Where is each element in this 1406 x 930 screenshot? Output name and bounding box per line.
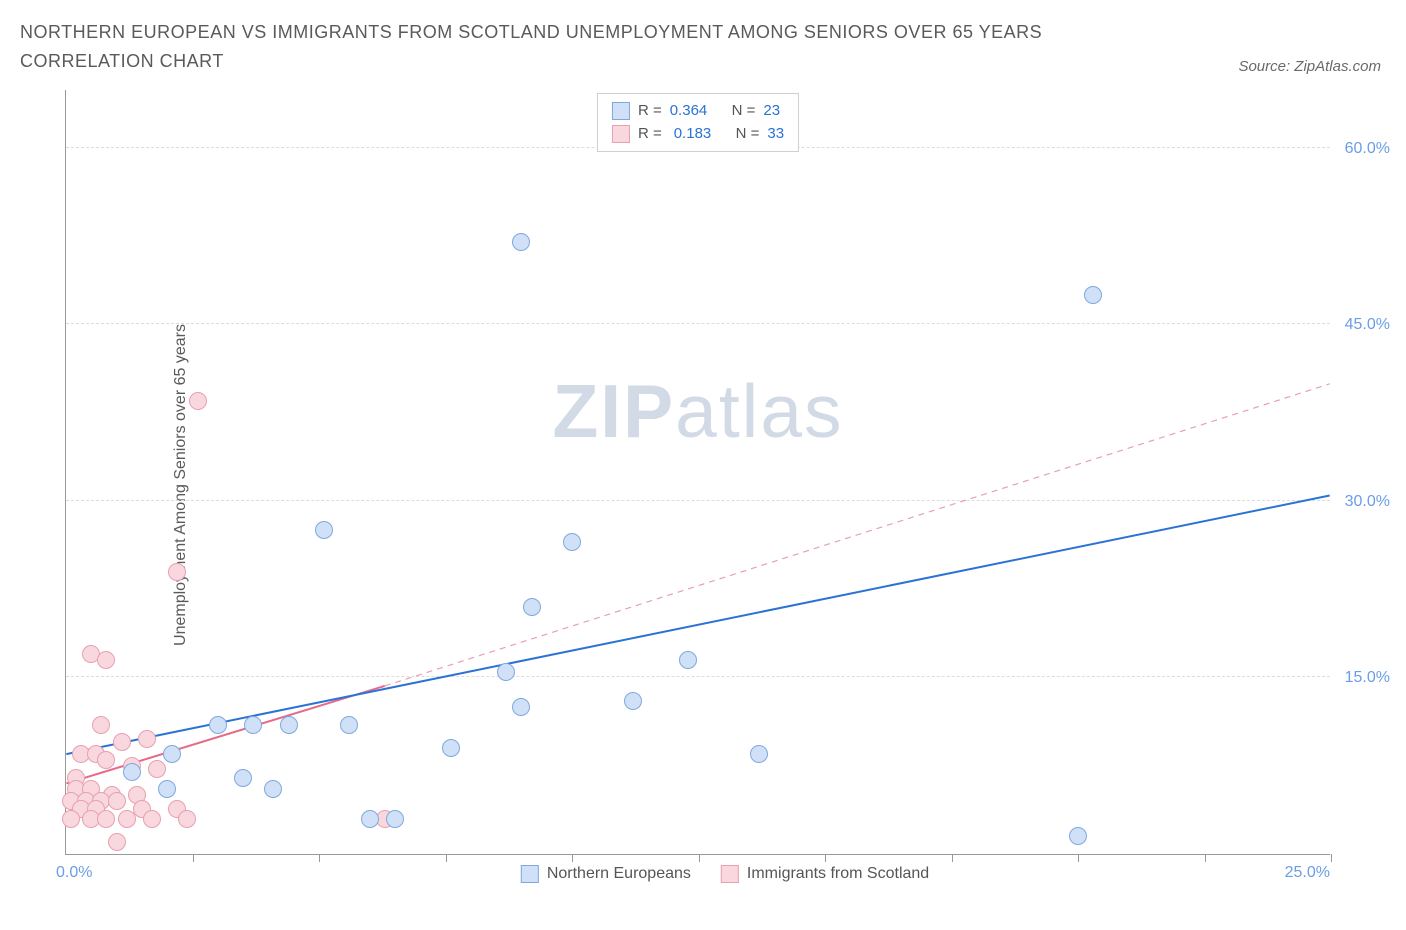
legend-item-scotland: Immigrants from Scotland — [721, 865, 929, 883]
legend-label: Northern Europeans — [547, 865, 691, 883]
x-tick — [699, 854, 700, 862]
point-northern — [209, 716, 227, 734]
point-scotland — [92, 716, 110, 734]
point-scotland — [108, 833, 126, 851]
x-tick — [1331, 854, 1332, 862]
point-northern — [679, 651, 697, 669]
point-northern — [361, 810, 379, 828]
legend-label: Immigrants from Scotland — [747, 865, 929, 883]
y-tick-label: 45.0% — [1345, 316, 1390, 334]
point-northern — [442, 739, 460, 757]
point-northern — [512, 698, 530, 716]
x-tick-25: 25.0% — [1285, 864, 1330, 882]
point-northern — [750, 745, 768, 763]
swatch-pink-icon — [721, 865, 739, 883]
swatch-blue-icon — [612, 102, 630, 120]
watermark: ZIPatlas — [552, 368, 843, 454]
point-northern — [158, 780, 176, 798]
point-northern — [386, 810, 404, 828]
x-tick — [952, 854, 953, 862]
swatch-pink-icon — [612, 125, 630, 143]
point-northern — [497, 663, 515, 681]
point-northern — [234, 769, 252, 787]
point-scotland — [178, 810, 196, 828]
point-scotland — [118, 810, 136, 828]
point-scotland — [143, 810, 161, 828]
x-tick — [825, 854, 826, 862]
r-value: 0.364 — [670, 100, 708, 123]
source-label: Source: ZipAtlas.com — [1238, 58, 1381, 75]
point-northern — [264, 780, 282, 798]
x-tick — [572, 854, 573, 862]
point-scotland — [113, 733, 131, 751]
point-northern — [1084, 286, 1102, 304]
point-northern — [523, 598, 541, 616]
plot-region: ZIPatlas R = 0.364 N = 23 R = 0.183 N = … — [65, 90, 1330, 855]
point-northern — [1069, 827, 1087, 845]
point-northern — [624, 692, 642, 710]
legend-row-pink: R = 0.183 N = 33 — [612, 123, 784, 146]
x-tick — [1205, 854, 1206, 862]
point-scotland — [138, 730, 156, 748]
gridline — [66, 676, 1330, 677]
x-tick — [1078, 854, 1079, 862]
r-label: R = — [638, 123, 662, 146]
n-label: N = — [736, 123, 760, 146]
y-tick-label: 60.0% — [1345, 140, 1390, 158]
x-tick — [446, 854, 447, 862]
y-tick-label: 30.0% — [1345, 493, 1390, 511]
point-northern — [244, 716, 262, 734]
point-scotland — [97, 651, 115, 669]
point-scotland — [97, 810, 115, 828]
point-northern — [123, 763, 141, 781]
legend-series: Northern Europeans Immigrants from Scotl… — [521, 865, 929, 883]
y-tick-label: 15.0% — [1345, 669, 1390, 687]
point-northern — [512, 233, 530, 251]
gridline — [66, 323, 1330, 324]
swatch-blue-icon — [521, 865, 539, 883]
x-tick — [193, 854, 194, 862]
point-scotland — [168, 563, 186, 581]
point-scotland — [62, 810, 80, 828]
chart-title: NORTHERN EUROPEAN VS IMMIGRANTS FROM SCO… — [20, 18, 1120, 76]
point-scotland — [108, 792, 126, 810]
point-scotland — [148, 760, 166, 778]
point-northern — [280, 716, 298, 734]
n-value: 23 — [763, 100, 780, 123]
legend-stats: R = 0.364 N = 23 R = 0.183 N = 33 — [597, 93, 799, 152]
legend-row-blue: R = 0.364 N = 23 — [612, 100, 784, 123]
point-northern — [163, 745, 181, 763]
x-tick — [319, 854, 320, 862]
point-scotland — [97, 751, 115, 769]
r-value: 0.183 — [674, 123, 712, 146]
n-value: 33 — [767, 123, 784, 146]
x-tick-0: 0.0% — [56, 864, 92, 882]
chart-area: Unemployment Among Seniors over 65 years… — [65, 90, 1385, 880]
r-label: R = — [638, 100, 662, 123]
trendlines — [66, 90, 1330, 854]
point-scotland — [189, 392, 207, 410]
legend-item-northern: Northern Europeans — [521, 865, 691, 883]
point-northern — [340, 716, 358, 734]
n-label: N = — [732, 100, 756, 123]
point-northern — [563, 533, 581, 551]
gridline — [66, 500, 1330, 501]
point-northern — [315, 521, 333, 539]
